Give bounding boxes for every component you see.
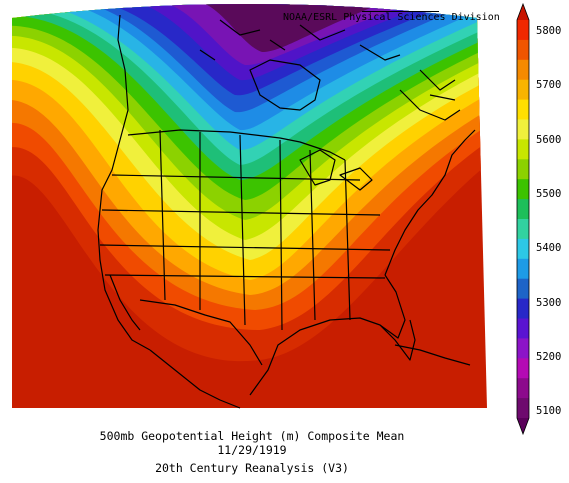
mexico-coast (149, 349, 241, 409)
colorbar-label: 5700 (536, 79, 562, 92)
colorbar-swatch (517, 119, 529, 140)
colorbar-bottom-arrow (517, 418, 529, 434)
colorbar-swatch (517, 20, 529, 41)
colorbar-label: 5100 (536, 405, 562, 418)
colorbar-swatch (517, 358, 529, 379)
colorbar-swatch (517, 258, 529, 280)
west-coast (97, 14, 151, 351)
us-mexico-border (139, 299, 263, 366)
band-5100 (190, 4, 390, 52)
canada-us-border (127, 129, 346, 161)
colorbar-label: 5200 (536, 350, 562, 363)
arctic-islands (199, 19, 456, 91)
colorbar-swatch (517, 398, 529, 419)
colorbar-label: 5800 (536, 25, 562, 37)
colorbar-swatch (517, 99, 529, 120)
caption-source: 20th Century Reanalysis (V3) (155, 461, 349, 475)
colorbar-swatch (517, 159, 529, 180)
colorbar-outline (516, 2, 530, 436)
coastlines-and-borders (97, 14, 476, 409)
colorbar-swatch (517, 199, 529, 220)
caption-title: 500mb Geopotential Height (m) Composite … (99, 429, 405, 443)
colorbar-swatch (517, 219, 529, 240)
states-grid-1 (159, 129, 351, 331)
east-coast (384, 129, 476, 276)
states-grid-2 (99, 174, 391, 279)
colorbar-swatch (517, 298, 529, 319)
colorbar-swatch (517, 79, 529, 101)
colorbar-swatch (517, 278, 529, 300)
colorbar-top-arrow (517, 4, 529, 20)
hudson-bay (249, 59, 321, 111)
geopotential-height-map (12, 4, 487, 409)
credit-underline (362, 11, 439, 12)
colorbar (516, 2, 530, 436)
colorbar-swatch (517, 139, 529, 160)
labrador (399, 89, 461, 121)
caption-date: 11/29/1919 (217, 443, 287, 457)
colorbar-label: 5600 (536, 133, 562, 146)
colorbar-swatch (517, 179, 529, 200)
baja (109, 274, 141, 331)
colorbar-label: 5400 (536, 242, 562, 255)
colorbar-swatch (517, 238, 529, 260)
height-contours (12, 4, 487, 408)
gulf-coast (249, 274, 406, 396)
colorbar-label: 5300 (536, 296, 562, 309)
credit-label: NOAA/ESRL Physical Sciences Division (283, 12, 500, 23)
colorbar-label: 5500 (536, 187, 562, 200)
colorbar-swatch (517, 378, 529, 399)
colorbar-swatch (517, 318, 529, 339)
great-lakes (299, 149, 373, 191)
colorbar-swatch (517, 338, 529, 359)
colorbar-swatch (517, 59, 529, 81)
cuba (394, 344, 471, 366)
colorbar-swatch (517, 39, 529, 61)
florida (379, 319, 416, 361)
